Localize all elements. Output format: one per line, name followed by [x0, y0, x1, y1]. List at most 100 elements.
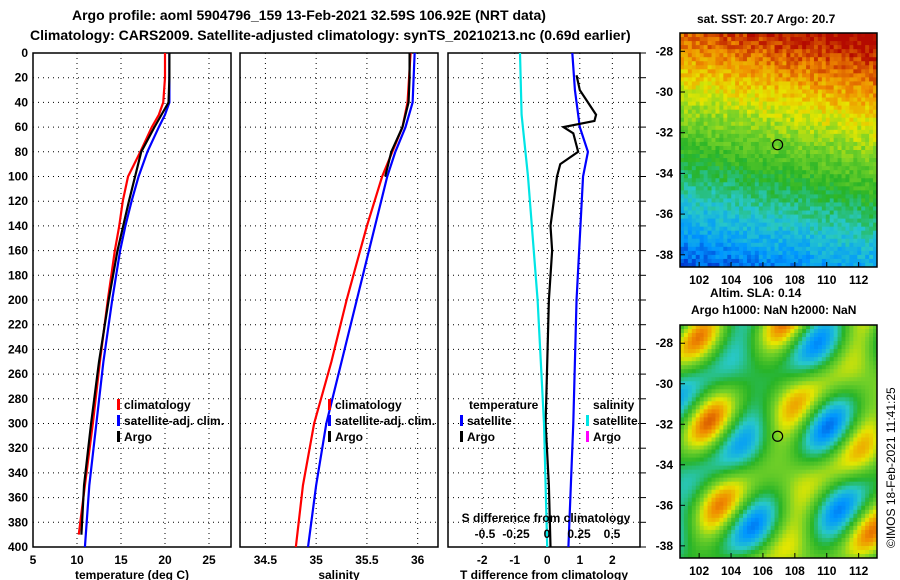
map-cell: [786, 65, 791, 70]
map-cell: [806, 369, 811, 374]
map-cell: [782, 262, 787, 268]
map-cell: [727, 393, 732, 398]
map-cell: [841, 145, 846, 151]
map-cell: [833, 158, 839, 163]
map-cell: [758, 101, 764, 107]
map-cell: [750, 485, 756, 491]
map-cell: [723, 345, 728, 350]
map-cell: [857, 33, 862, 38]
map-cell: [711, 397, 716, 402]
map-cell: [762, 121, 768, 127]
map-cell: [853, 117, 858, 123]
map-cell: [719, 385, 724, 390]
map-cell: [731, 97, 736, 103]
legend-swatch: [586, 431, 589, 442]
map-cell: [778, 545, 783, 551]
map-cell: [715, 453, 720, 459]
map-cell: [754, 365, 760, 370]
map-cell: [715, 53, 720, 58]
map-cell: [731, 501, 736, 507]
map-cell: [719, 497, 724, 503]
map-cell: [762, 421, 768, 426]
map-cell: [703, 105, 709, 111]
map-cell: [774, 33, 779, 38]
map-cell: [778, 409, 783, 414]
map-cell: [802, 405, 807, 410]
map-cell: [766, 194, 772, 199]
map-cell: [703, 137, 709, 143]
map-cell: [806, 361, 811, 366]
map-cell: [695, 109, 701, 115]
map-cell: [754, 517, 760, 523]
map-cell: [766, 89, 772, 95]
map-cell: [754, 489, 760, 495]
map-cell: [754, 194, 760, 199]
map-cell: [683, 150, 689, 155]
map-cell: [683, 357, 689, 362]
map-cell: [750, 449, 756, 455]
map-cell: [739, 437, 744, 442]
map-cell: [707, 325, 713, 330]
map-cell: [825, 150, 831, 155]
map-cell: [849, 53, 854, 58]
map-cell: [754, 125, 760, 131]
map-cell: [829, 210, 835, 216]
x-tick-label: 2: [609, 553, 616, 567]
map-cell: [778, 166, 783, 171]
map-cell: [829, 242, 835, 248]
map-cell: [774, 162, 779, 167]
map-cell: [794, 477, 799, 483]
map-cell: [687, 393, 693, 398]
map-cell: [857, 45, 862, 50]
map-cell: [707, 214, 713, 220]
map-cell: [750, 89, 756, 95]
map-cell: [687, 517, 693, 523]
map-cell: [750, 373, 756, 378]
map-cell: [821, 198, 827, 203]
map-cell: [786, 393, 791, 398]
map-cell: [743, 473, 748, 479]
map-cell: [731, 453, 736, 459]
map-cell: [806, 250, 811, 256]
map-cell: [865, 258, 870, 264]
map-cell: [849, 166, 854, 171]
map-cell: [865, 262, 870, 268]
lon-tick-label: 112: [849, 273, 869, 287]
map-cell: [691, 421, 697, 426]
map-cell: [735, 254, 740, 260]
map-cell: [813, 202, 819, 207]
map-cell: [821, 186, 827, 191]
map-cell: [727, 377, 732, 382]
map-cell: [687, 89, 693, 95]
map-cell: [691, 357, 697, 362]
map-cell: [719, 97, 724, 103]
map-cell: [774, 365, 779, 370]
map-cell: [762, 154, 768, 159]
map-cell: [766, 230, 772, 236]
map-cell: [782, 425, 787, 430]
map-cell: [691, 377, 697, 382]
map-cell: [691, 41, 697, 46]
series-line-argo: [80, 53, 171, 535]
map-cell: [813, 162, 819, 167]
map-cell: [743, 210, 748, 216]
map-cell: [825, 190, 831, 195]
map-cell: [739, 405, 744, 410]
map-cell: [802, 109, 807, 115]
map-cell: [699, 325, 705, 330]
map-cell: [691, 529, 697, 535]
map-cell: [798, 429, 803, 434]
map-cell: [703, 409, 709, 414]
map-cell: [731, 417, 736, 422]
map-cell: [845, 97, 850, 103]
map-cell: [825, 69, 831, 74]
map-cell: [719, 505, 724, 511]
map-cell: [798, 89, 803, 95]
map-cell: [680, 421, 685, 426]
map-cell: [873, 129, 878, 135]
map-cell: [680, 226, 685, 232]
map-cell: [762, 529, 768, 535]
map-cell: [715, 333, 720, 338]
map-cell: [695, 194, 701, 199]
map-cell: [766, 61, 772, 66]
